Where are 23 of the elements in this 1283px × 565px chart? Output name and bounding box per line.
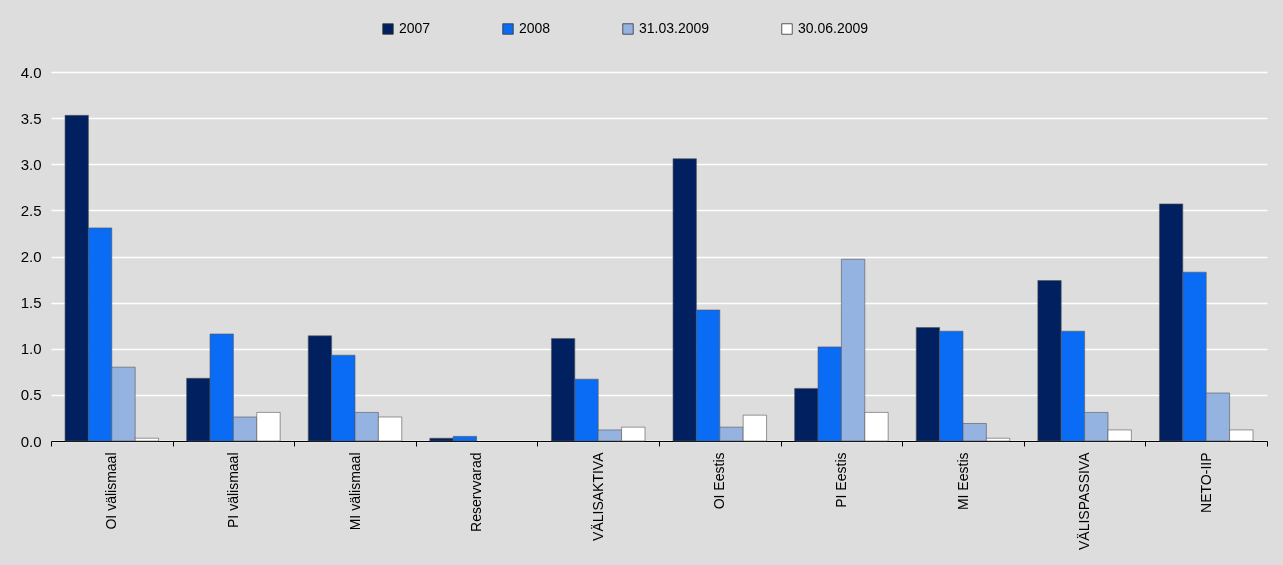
- x-tick-label: OI välismaal: [103, 452, 120, 530]
- legend-label: 30.06.2009: [798, 20, 869, 36]
- x-tick-label: MI välismaal: [346, 452, 363, 531]
- legend-label: 2007: [399, 20, 431, 36]
- x-tick-label: Reservvarad: [468, 452, 485, 532]
- y-tick-label: 2.5: [20, 201, 42, 219]
- x-tick-label: VÄLISPASSIVA: [1076, 451, 1093, 551]
- x-tick-label: NETO-IIP: [1197, 452, 1214, 513]
- x-tick-label: PI Eestis: [832, 452, 849, 508]
- x-tick-label: OI Eestis: [711, 452, 728, 510]
- y-tick-label: 0.0: [20, 432, 42, 450]
- y-tick-label: 3.5: [20, 109, 42, 127]
- y-tick-label: 0.5: [20, 386, 42, 404]
- legend-label: 31.03.2009: [639, 20, 710, 36]
- x-tick-label: MI Eestis: [954, 452, 971, 511]
- x-tick-label: PI välismaal: [224, 452, 241, 528]
- legend-label: 2008: [519, 20, 551, 36]
- y-tick-label: 1.0: [20, 340, 42, 358]
- x-tick-label: VÄLISAKTIVA: [589, 451, 606, 541]
- y-tick-label: 3.0: [20, 155, 42, 173]
- y-tick-label: 4.0: [20, 63, 42, 81]
- y-tick-label: 1.5: [20, 294, 42, 312]
- y-tick-label: 2.0: [20, 248, 42, 265]
